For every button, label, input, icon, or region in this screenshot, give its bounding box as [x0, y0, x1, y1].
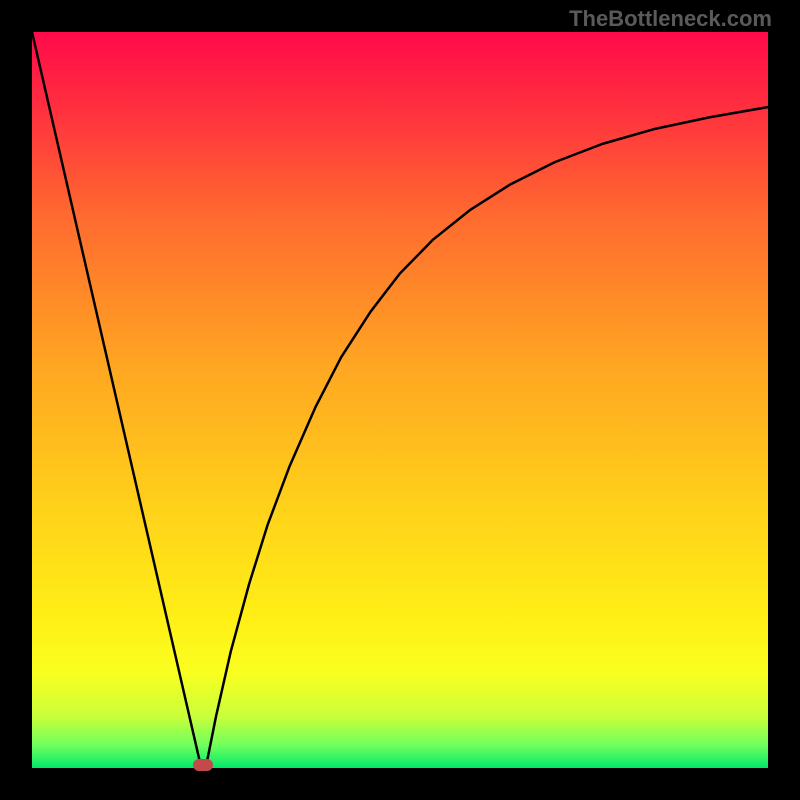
watermark-text: TheBottleneck.com: [569, 6, 772, 32]
curve-left-limb: [32, 32, 201, 768]
chart-container: TheBottleneck.com: [0, 0, 800, 800]
curve-right-limb: [206, 107, 768, 768]
plot-area: [32, 32, 768, 768]
marker-min-point: [193, 759, 213, 771]
curve-layer: [32, 32, 768, 768]
